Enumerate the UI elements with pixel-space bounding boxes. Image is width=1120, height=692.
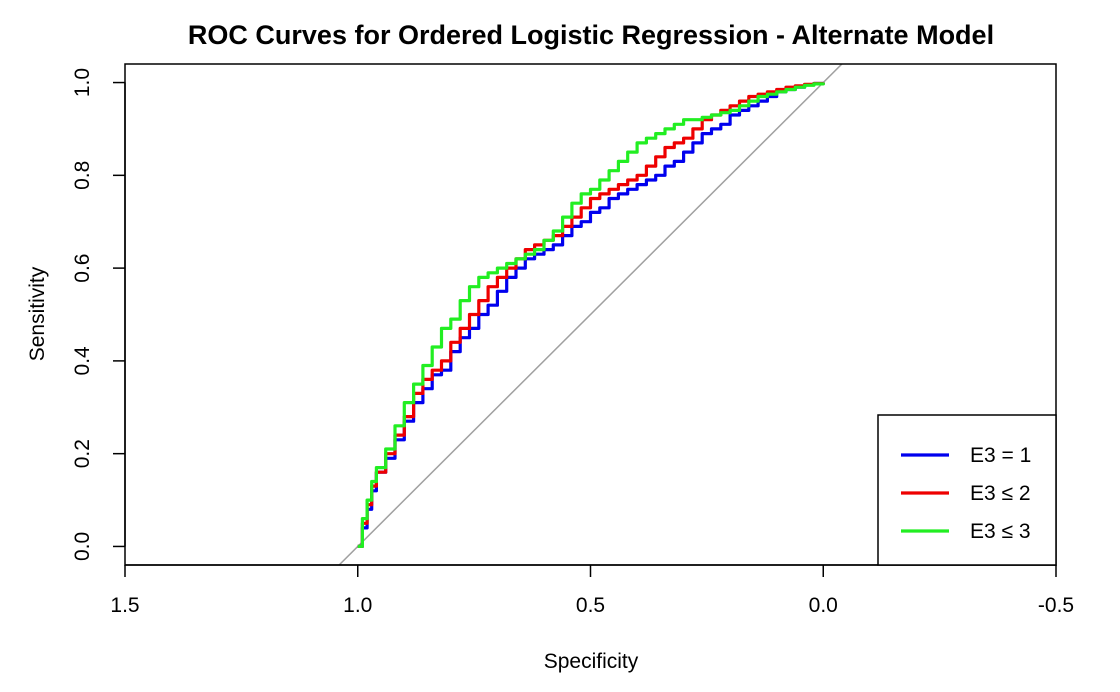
y-tick-label: 0.0	[71, 532, 94, 561]
x-axis: 1.5 1.0 0.5 0.0 -0.5	[110, 564, 1074, 617]
legend-label-1: E3 = 1	[970, 444, 1031, 467]
y-tick-label: 0.4	[71, 346, 94, 376]
y-tick-label: 0.6	[71, 254, 94, 283]
series-line-3	[357, 82, 825, 548]
y-tick-label: 1.0	[71, 68, 94, 97]
legend: E3 = 1 E3 ≤ 2 E3 ≤ 3	[877, 414, 1057, 566]
chart-title: ROC Curves for Ordered Logistic Regressi…	[188, 20, 994, 50]
x-axis-label: Specificity	[544, 650, 639, 673]
x-tick-label: 0.0	[809, 594, 838, 617]
legend-label-2: E3 ≤ 2	[970, 482, 1031, 505]
y-tick-label: 0.8	[71, 161, 94, 190]
reference-diagonal-line	[338, 64, 843, 565]
y-axis-label: Sensitivity	[26, 266, 49, 361]
series-line-2	[357, 81, 825, 548]
legend-label-3: E3 ≤ 3	[970, 520, 1031, 543]
y-tick-label: 0.2	[71, 439, 94, 468]
x-tick-label: 1.0	[343, 594, 372, 617]
x-tick-label: 1.5	[110, 594, 139, 617]
x-tick-label: -0.5	[1038, 594, 1074, 617]
series-line-1	[357, 81, 825, 548]
x-tick-label: 0.5	[576, 594, 605, 617]
legend-box	[877, 414, 1057, 566]
y-axis: 0.0 0.2 0.4 0.6 0.8 1.0	[71, 68, 126, 561]
